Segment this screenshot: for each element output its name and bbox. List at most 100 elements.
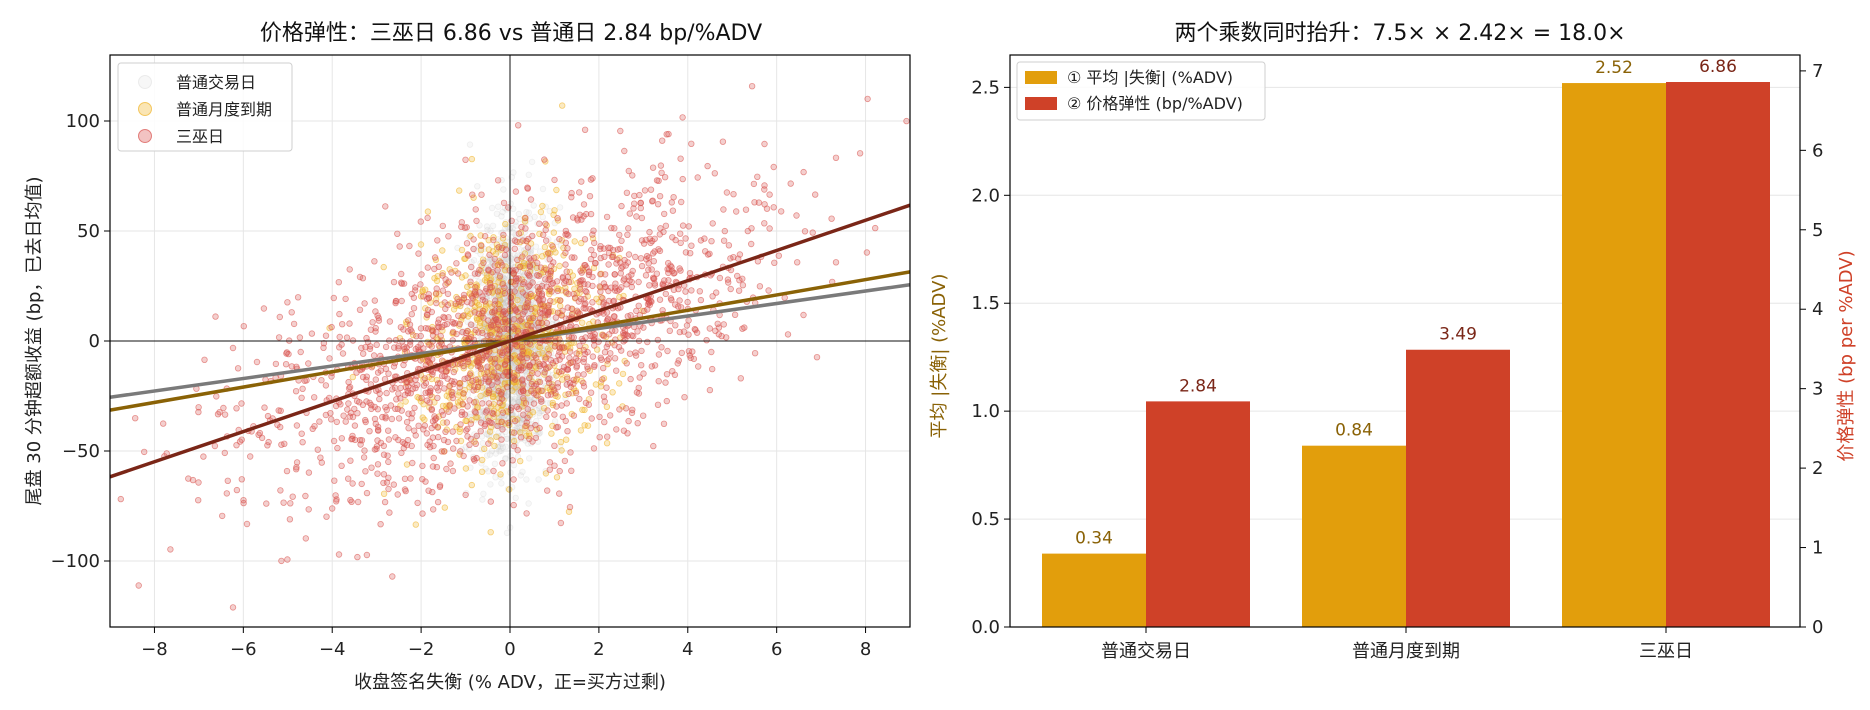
scatter-point bbox=[382, 404, 389, 411]
scatter-point bbox=[339, 350, 347, 357]
scatter-point bbox=[532, 434, 540, 442]
scatter-point bbox=[503, 347, 510, 354]
scatter-point bbox=[626, 210, 633, 217]
scatter-point bbox=[491, 255, 498, 263]
scatter-point bbox=[678, 198, 685, 206]
scatter-point bbox=[616, 406, 623, 413]
scatter-point bbox=[557, 519, 565, 527]
scatter-point bbox=[625, 167, 632, 175]
scatter-point bbox=[742, 206, 750, 213]
scatter-point bbox=[372, 420, 379, 427]
scatter-point bbox=[264, 412, 272, 420]
scatter-point bbox=[529, 369, 536, 377]
scatter-point bbox=[524, 184, 531, 191]
scatter-point bbox=[741, 324, 748, 331]
scatter-point bbox=[490, 236, 497, 244]
scatter-point bbox=[708, 237, 715, 245]
scatter-point bbox=[591, 362, 598, 369]
scatter-point bbox=[548, 288, 555, 295]
scatter-point bbox=[417, 281, 424, 288]
scatter-point bbox=[277, 423, 284, 431]
scatter-point bbox=[512, 494, 519, 502]
scatter-point bbox=[631, 192, 638, 200]
scatter-point bbox=[220, 404, 227, 412]
bar-value-label: 0.84 bbox=[1335, 421, 1373, 441]
scatter-point bbox=[524, 270, 531, 277]
scatter-point bbox=[429, 326, 436, 333]
scatter-point bbox=[651, 235, 658, 242]
scatter-point bbox=[402, 487, 409, 495]
scatter-point bbox=[346, 266, 353, 273]
scatter-point bbox=[695, 363, 702, 370]
scatter-point bbox=[484, 368, 491, 375]
scatter-point bbox=[337, 401, 344, 408]
scatter-point bbox=[477, 319, 484, 326]
scatter-point bbox=[661, 210, 668, 218]
scatter-point bbox=[525, 171, 532, 178]
scatter-point bbox=[281, 440, 288, 447]
scatter-point bbox=[627, 375, 634, 383]
scatter-point bbox=[402, 383, 409, 391]
scatter-point bbox=[608, 253, 616, 261]
scatter-point bbox=[509, 457, 516, 464]
scatter-point bbox=[397, 395, 404, 402]
scatter-point bbox=[512, 188, 520, 195]
scatter-point bbox=[590, 445, 598, 452]
scatter-point bbox=[429, 434, 437, 441]
scatter-point bbox=[446, 383, 453, 390]
scatter-point bbox=[448, 269, 455, 276]
scatter-point bbox=[510, 316, 518, 323]
scatter-point bbox=[478, 191, 485, 198]
scatter-point bbox=[475, 329, 482, 336]
scatter-point bbox=[663, 397, 670, 405]
scatter-point bbox=[467, 435, 475, 443]
scatter-point bbox=[589, 353, 597, 360]
scatter-point bbox=[333, 498, 340, 505]
scatter-point bbox=[526, 363, 533, 371]
scatter-point bbox=[243, 520, 251, 528]
scatter-point bbox=[507, 300, 514, 307]
scatter-point bbox=[591, 239, 598, 247]
scatter-point bbox=[654, 336, 662, 344]
scatter-point bbox=[704, 162, 711, 170]
scatter-point bbox=[654, 401, 662, 408]
scatter-point bbox=[487, 481, 494, 488]
scatter-point bbox=[403, 418, 411, 426]
scatter-point bbox=[863, 249, 871, 256]
scatter-point bbox=[388, 415, 396, 423]
scatter-point bbox=[428, 406, 435, 414]
scatter-point bbox=[592, 259, 599, 267]
scatter-point bbox=[691, 325, 698, 333]
scatter-point bbox=[298, 394, 305, 401]
scatter-point bbox=[323, 513, 330, 520]
scatter-x-tick-label: 0 bbox=[504, 639, 515, 660]
scatter-x-tick-label: −4 bbox=[319, 639, 346, 660]
scatter-point bbox=[434, 498, 442, 506]
scatter-point bbox=[496, 331, 503, 338]
scatter-point bbox=[417, 241, 425, 248]
scatter-point bbox=[336, 333, 343, 341]
bar-category-label: 普通月度到期 bbox=[1352, 641, 1460, 662]
scatter-point bbox=[419, 287, 426, 294]
scatter-point bbox=[525, 235, 532, 243]
scatter-point bbox=[532, 421, 539, 429]
scatter-point bbox=[771, 259, 778, 266]
scatter-point bbox=[556, 235, 563, 243]
scatter-point bbox=[491, 360, 498, 367]
scatter-point bbox=[598, 356, 605, 363]
scatter-point bbox=[599, 376, 606, 383]
scatter-point bbox=[485, 400, 493, 407]
scatter-point bbox=[720, 206, 727, 213]
scatter-point bbox=[372, 376, 379, 383]
scatter-point bbox=[739, 282, 747, 289]
scatter-point bbox=[449, 428, 456, 435]
scatter-point bbox=[471, 288, 479, 295]
scatter-point bbox=[750, 180, 758, 188]
scatter-point bbox=[579, 319, 586, 326]
scatter-point bbox=[544, 310, 551, 317]
scatter-point bbox=[536, 315, 544, 322]
scatter-point bbox=[625, 225, 632, 232]
scatter-point bbox=[498, 213, 505, 220]
scatter-point bbox=[246, 453, 254, 460]
scatter-point bbox=[801, 228, 809, 235]
